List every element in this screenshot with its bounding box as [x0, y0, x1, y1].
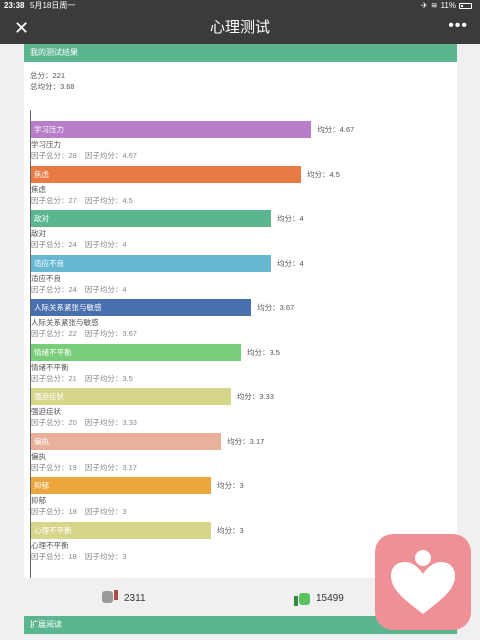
battery-icon — [459, 3, 472, 9]
factor-stats: 因子总分：22 因子均分：3.67 — [31, 329, 137, 339]
chart-axis — [30, 110, 31, 578]
dislike-button[interactable]: 2311 — [102, 590, 146, 606]
factor-bar-value: 均分：3.33 — [236, 392, 274, 401]
factor-bar: 情绪不平衡 — [31, 343, 241, 361]
extended-reading-header[interactable]: 扩展阅读 — [24, 616, 457, 634]
factor-name: 学习压力 — [31, 140, 61, 149]
factor-stats: 因子总分：21 因子均分：3.5 — [31, 374, 133, 384]
total-score: 总分：221 — [30, 71, 66, 80]
factor-total: 因子总分：27 — [31, 195, 77, 205]
factor-bar: 心理不平衡 — [31, 521, 211, 539]
close-icon[interactable]: ✕ — [14, 18, 30, 38]
factor-total: 因子总分：22 — [31, 329, 77, 338]
wifi-icon: ≋ — [430, 1, 438, 10]
result-summary: 总分：221 总均分：3.68 — [30, 70, 75, 92]
factor-bar: 抑郁 — [31, 477, 211, 494]
factor-average: 因子均分：4.67 — [84, 151, 137, 160]
result-header: 我的测试结果 — [24, 44, 457, 62]
factor-bar-value: 均分：4 — [277, 214, 304, 223]
factor-bar-value: 均分：4 — [277, 258, 304, 268]
factor-bar-value: 均分：4.5 — [307, 169, 340, 179]
vote-bar: 2311 15499 — [24, 582, 457, 614]
factor-average: 因子均分：4.5 — [84, 195, 133, 205]
airplane-icon: ✈ — [421, 1, 428, 10]
status-date: 5月18日周一 — [30, 1, 76, 10]
factor-average: 因子均分：3 — [84, 507, 127, 516]
factor-total: 因子总分：20 — [31, 418, 77, 427]
factor-stats: 因子总分：18 因子均分：3 — [31, 552, 127, 562]
factor-stats: 因子总分：24 因子均分：4 — [31, 285, 127, 295]
factor-total: 因子总分：24 — [31, 284, 77, 294]
factor-total: 因子总分：28 — [31, 151, 77, 160]
factor-name: 人际关系紧张与敏感 — [31, 318, 99, 327]
more-options-icon[interactable]: ••• — [448, 17, 468, 34]
factor-bar: 学习压力 — [31, 121, 312, 138]
factor-name: 强迫症状 — [31, 407, 61, 416]
factor-bar-value: 均分：3 — [217, 481, 244, 490]
factor-average: 因子均分：4 — [84, 284, 127, 294]
factor-bar: 适应不良 — [31, 254, 271, 272]
battery-percent: 11% — [440, 1, 456, 10]
app-heart-icon[interactable] — [375, 534, 471, 630]
factor-total: 因子总分：18 — [31, 507, 77, 516]
factor-name: 抑郁 — [31, 496, 46, 505]
factor-stats: 因子总分：20 因子均分：3.33 — [31, 418, 137, 428]
factor-average: 因子均分：3.67 — [84, 329, 137, 338]
thumbs-down-icon — [102, 590, 118, 606]
status-time: 23:38 — [4, 1, 25, 10]
factor-name: 心理不平衡 — [31, 540, 69, 550]
factor-bar: 焦虑 — [31, 165, 301, 183]
factor-total: 因子总分：21 — [31, 373, 77, 383]
factor-name: 敌对 — [31, 229, 46, 238]
factor-total: 因子总分：24 — [31, 240, 77, 249]
factor-bar-chart: 学习压力 均分：4.67 学习压力 因子总分：28 因子均分：4.67 焦虑 均分：4.5 焦… — [24, 44, 457, 578]
factor-stats: 因子总分：27 因子均分：4.5 — [31, 196, 133, 206]
factor-bar: 强迫症状 — [31, 388, 231, 405]
factor-stats: 因子总分：24 因子均分：4 — [31, 240, 127, 250]
factor-total: 因子总分：18 — [31, 551, 77, 561]
factor-name: 焦虑 — [31, 184, 46, 194]
factor-name: 情绪不平衡 — [31, 362, 69, 372]
status-bar: 23:38 5月18日周一 ✈ ≋ 11% — [0, 0, 480, 12]
factor-stats: 因子总分：19 因子均分：3.17 — [31, 463, 137, 473]
factor-stats: 因子总分：28 因子均分：4.67 — [31, 151, 137, 161]
factor-average: 因子均分：3 — [84, 551, 127, 561]
factor-bar-value: 均分：3.5 — [247, 347, 280, 357]
result-card: 我的测试结果 总分：221 总均分：3.68 学习压力 均分：4.67 学习压力 因子… — [24, 44, 457, 578]
status-right: ✈ ≋ 11% — [421, 0, 472, 12]
factor-bar: 敌对 — [31, 210, 271, 227]
factor-name: 适应不良 — [31, 273, 61, 283]
nav-bar: ✕ 心理测试 ••• — [0, 12, 480, 44]
factor-average: 因子均分：4 — [84, 240, 127, 249]
like-button[interactable]: 15499 — [294, 590, 344, 606]
factor-bar: 偏执 — [31, 432, 222, 450]
factor-bar-value: 均分：3.17 — [227, 436, 265, 446]
factor-name: 偏执 — [31, 451, 46, 461]
factor-stats: 因子总分：18 因子均分：3 — [31, 507, 127, 517]
factor-bar: 人际关系紧张与敏感 — [31, 299, 252, 316]
dislike-count: 2311 — [124, 592, 146, 604]
page-title: 心理测试 — [209, 19, 270, 36]
factor-average: 因子均分：3.5 — [84, 373, 133, 383]
factor-total: 因子总分：19 — [31, 462, 77, 472]
factor-bar-value: 均分：3 — [217, 525, 244, 535]
factor-bar-value: 均分：4.67 — [317, 125, 355, 134]
total-average: 总均分：3.68 — [30, 82, 75, 91]
like-count: 15499 — [316, 592, 344, 604]
factor-average: 因子均分：3.33 — [84, 418, 137, 427]
factor-bar-value: 均分：3.67 — [257, 303, 295, 312]
factor-average: 因子均分：3.17 — [84, 462, 137, 472]
thumbs-up-icon — [294, 590, 310, 606]
